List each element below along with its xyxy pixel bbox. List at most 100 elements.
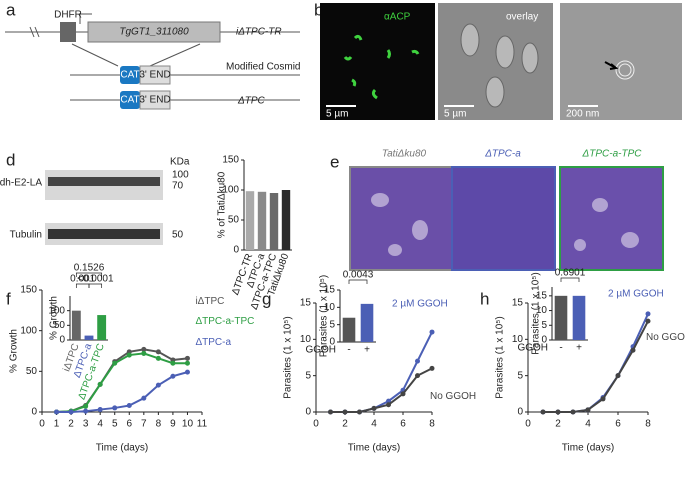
y-axis-label: % of TatiΔku80 bbox=[217, 171, 228, 238]
x-tick-label: - bbox=[347, 345, 350, 356]
panel-label: h bbox=[480, 289, 489, 308]
y-tick-label: 0 bbox=[541, 335, 547, 346]
bar bbox=[84, 335, 94, 340]
y-tick-label: 10 bbox=[324, 302, 336, 313]
bar bbox=[257, 191, 267, 250]
plaque-image bbox=[559, 166, 664, 271]
point bbox=[429, 329, 435, 335]
point bbox=[112, 405, 118, 411]
dhfr: DHFR bbox=[54, 10, 82, 21]
point bbox=[540, 409, 546, 415]
y-tick-label: 150 bbox=[222, 155, 239, 166]
x-tick-label: 3 bbox=[83, 419, 89, 430]
y-tick-label: 5 bbox=[517, 370, 523, 381]
band bbox=[48, 177, 160, 186]
y-tick-label: 10 bbox=[536, 305, 548, 316]
series-label: 2 µM GGOH bbox=[608, 289, 664, 300]
y-axis-label: Parasites (1 x 10⁵) bbox=[319, 275, 330, 358]
y-axis-label: Parasites (1 x 10⁵) bbox=[495, 316, 506, 399]
x-axis-label: GGOH bbox=[305, 345, 336, 356]
y-tick-label: 5 bbox=[541, 320, 547, 331]
fluor-image bbox=[320, 3, 435, 120]
point bbox=[141, 346, 147, 352]
x-tick-label: 2 bbox=[342, 419, 348, 430]
y-tick-label: 15 bbox=[300, 298, 312, 309]
scale: 5 µm bbox=[444, 109, 466, 120]
plaque-image bbox=[349, 166, 458, 271]
y-tick-label: 0 bbox=[31, 407, 37, 418]
point bbox=[184, 369, 190, 375]
point bbox=[342, 409, 348, 415]
significance-bracket bbox=[88, 283, 103, 288]
point bbox=[585, 407, 591, 413]
point bbox=[600, 396, 606, 402]
end: 3' END bbox=[139, 70, 170, 81]
point bbox=[645, 311, 651, 317]
point bbox=[126, 402, 132, 408]
x-tick-label: + bbox=[364, 345, 370, 356]
band-label: Pdh-E2-LA bbox=[0, 178, 42, 189]
point bbox=[155, 349, 161, 355]
p-value: 0.1526 bbox=[74, 263, 105, 274]
x-axis-label: GGOH bbox=[517, 343, 548, 354]
scale: 200 nm bbox=[566, 109, 599, 120]
y-tick-label: 0 bbox=[329, 337, 335, 348]
point bbox=[83, 408, 89, 414]
x-axis-label: Time (days) bbox=[348, 443, 400, 454]
arrow bbox=[604, 61, 619, 70]
y-axis-label: Parasites (1 x 10⁵) bbox=[531, 272, 542, 355]
x-axis-label: Time (days) bbox=[96, 443, 148, 454]
point bbox=[400, 391, 406, 397]
y-tick-label: 15 bbox=[512, 298, 524, 309]
strain: iΔTPC-TR bbox=[236, 27, 282, 38]
x-tick-label: 8 bbox=[645, 419, 651, 430]
plate-title: ΔTPC-a bbox=[484, 149, 521, 160]
y-tick-label: 50 bbox=[54, 320, 66, 331]
kda: KDa bbox=[170, 157, 190, 168]
bar bbox=[572, 295, 586, 340]
point bbox=[170, 373, 176, 379]
acp-signal bbox=[343, 34, 420, 100]
point bbox=[371, 405, 377, 411]
organelle bbox=[615, 60, 635, 80]
point bbox=[555, 409, 561, 415]
panel-label: a bbox=[6, 0, 16, 19]
dhfr-box bbox=[60, 22, 76, 42]
x-tick-label: 1 bbox=[54, 419, 60, 430]
series-label: No GGOH bbox=[430, 391, 476, 402]
bar bbox=[71, 310, 81, 340]
x-tick-label: 2 bbox=[555, 419, 561, 430]
cat: CAT bbox=[120, 70, 139, 81]
x-tick-label: 11 bbox=[197, 419, 208, 430]
band-label: Tubulin bbox=[10, 230, 42, 241]
plaques bbox=[371, 193, 639, 256]
point bbox=[155, 382, 161, 388]
x-tick-label: 6 bbox=[615, 419, 621, 430]
panel-label: f bbox=[6, 289, 11, 308]
significance-bracket bbox=[560, 277, 580, 282]
point bbox=[141, 350, 147, 356]
scale: 5 µm bbox=[326, 109, 348, 120]
overlay-label: overlay bbox=[506, 12, 538, 23]
mw: 70 bbox=[172, 181, 184, 192]
end: 3' END bbox=[139, 95, 170, 106]
point bbox=[184, 360, 190, 366]
y-tick-label: 100 bbox=[222, 185, 239, 196]
y-tick-label: 0 bbox=[517, 407, 523, 418]
point bbox=[126, 352, 132, 358]
series-label: iΔTPC bbox=[195, 296, 224, 307]
panel-label: g bbox=[262, 289, 271, 308]
x-tick-label: 4 bbox=[585, 419, 591, 430]
point bbox=[54, 409, 60, 415]
bar bbox=[245, 191, 255, 250]
point bbox=[415, 358, 420, 364]
band bbox=[48, 229, 160, 239]
x-tick-label: 4 bbox=[97, 419, 103, 430]
bar bbox=[360, 303, 374, 342]
series-label: No GGOH bbox=[646, 332, 685, 343]
point bbox=[415, 373, 420, 379]
cat-box bbox=[120, 66, 140, 84]
x-axis-label: Time (days) bbox=[562, 443, 614, 454]
end-box bbox=[139, 65, 171, 85]
